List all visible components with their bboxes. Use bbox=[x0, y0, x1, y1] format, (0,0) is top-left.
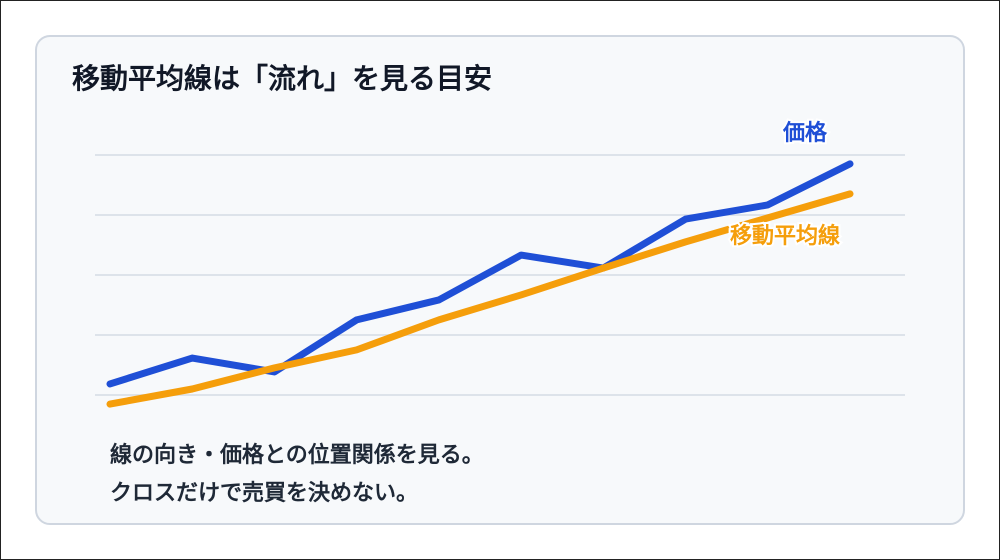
note: クロスだけで売買を決めない。 bbox=[110, 480, 418, 506]
series-line bbox=[106, 160, 854, 388]
series-line bbox=[106, 190, 854, 408]
series-label: 価格 bbox=[782, 120, 828, 146]
note: 線の向き・価格との位置関係を見る。 bbox=[110, 442, 484, 468]
series-label: 移動平均線 bbox=[730, 223, 840, 249]
card bbox=[35, 35, 965, 525]
chart-title: 移動平均線は「流れ」を見る目安 bbox=[72, 62, 492, 95]
